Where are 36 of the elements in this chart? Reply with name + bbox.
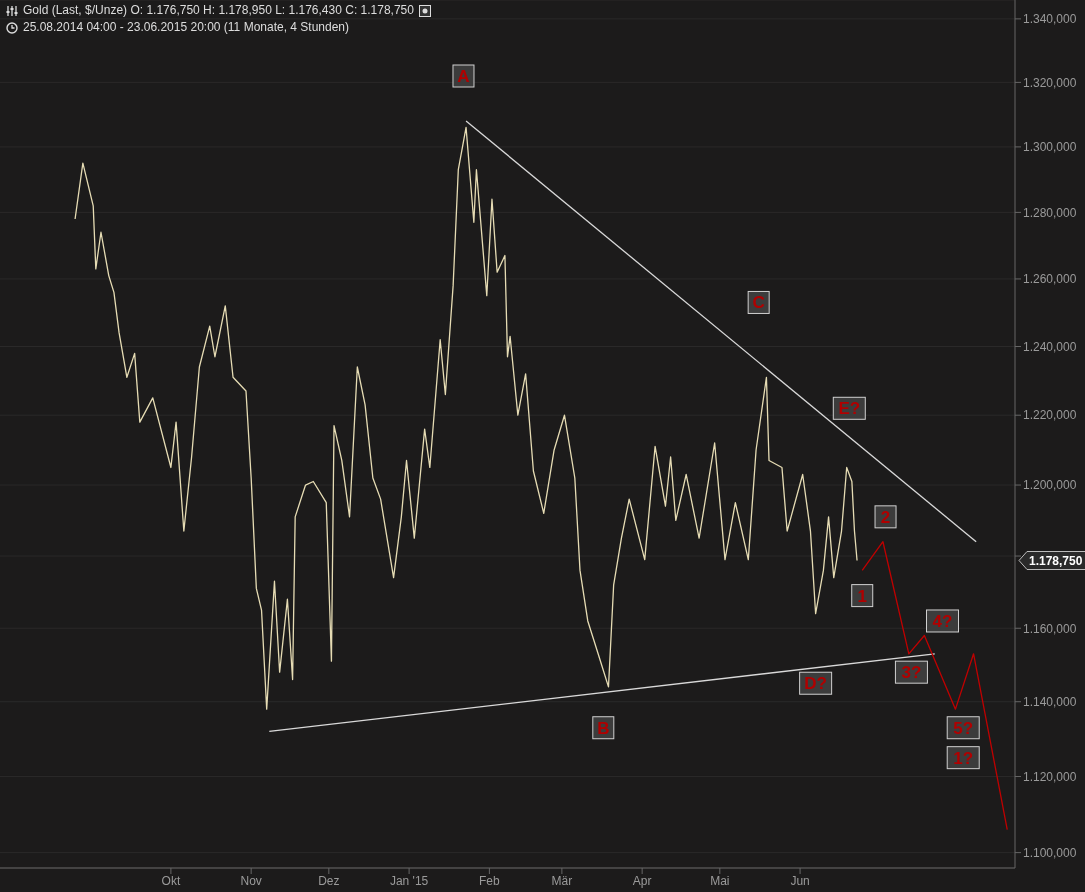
x-tick-label: Okt — [161, 873, 181, 888]
text: 1.178,750 — [1029, 553, 1083, 568]
annotation: 3? — [901, 663, 922, 683]
chart-title: Gold (Last, $/Unze) O: 1.176,750 H: 1.178,950 L: 1.176,430 C: 1.178,750 — [23, 2, 414, 19]
annotation: 4? — [932, 611, 953, 631]
annotation: D? — [804, 674, 827, 694]
y-tick-label: 1.260,000 — [1023, 272, 1077, 287]
y-tick-label: 1.300,000 — [1023, 140, 1077, 155]
y-tick-label: 1.200,000 — [1023, 478, 1077, 493]
annotation: A — [457, 67, 470, 86]
line-series — [74, 126, 858, 710]
y-tick-label: 1.320,000 — [1023, 75, 1077, 90]
y-tick-label: 1.140,000 — [1023, 694, 1077, 709]
y-tick-label: 1.220,000 — [1023, 408, 1077, 423]
y-tick-label: 1.340,000 — [1023, 12, 1077, 27]
y-tick-label: 1.280,000 — [1023, 205, 1077, 220]
y-tick-label: 1.120,000 — [1023, 769, 1077, 784]
annotation: 5? — [953, 718, 974, 738]
x-tick-label: Mai — [710, 873, 730, 888]
y-tick-label: 1.240,000 — [1023, 339, 1077, 354]
x-tick-label: Mär — [551, 873, 573, 888]
annotation: C — [752, 293, 765, 313]
x-tick-label: Nov — [240, 873, 262, 888]
x-tick-label: Jan '15 — [389, 873, 429, 888]
y-tick-label: 1.160,000 — [1023, 621, 1077, 636]
annotation: B — [597, 718, 610, 738]
x-tick-label: Feb — [479, 873, 501, 888]
annotation: 1 — [857, 586, 867, 606]
x-tick-label: Dez — [318, 873, 340, 888]
x-tick-label: Jun — [790, 873, 810, 888]
y-tick-label: 1.100,000 — [1023, 845, 1077, 860]
x-tick-label: Apr — [632, 873, 652, 888]
text: 25.08.2014 04:00 - 23.06.2015 20:00 (11 Monate, 4 Stunden) — [23, 19, 350, 36]
annotation: E? — [838, 399, 861, 419]
annotation: 2 — [880, 507, 891, 527]
annotation: 1? — [953, 748, 974, 768]
